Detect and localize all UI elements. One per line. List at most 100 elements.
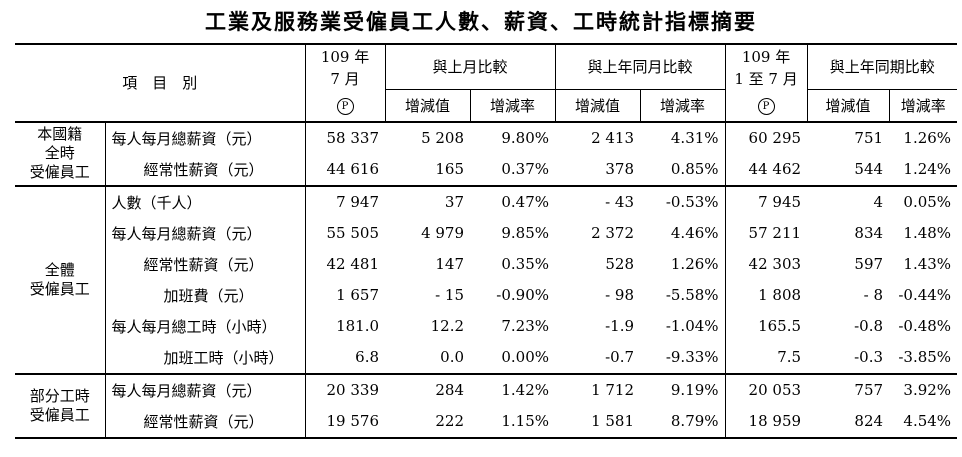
group-label-line: 受僱員工 xyxy=(29,163,90,181)
cell-cum-v: 597 xyxy=(854,255,884,273)
group-label-line: 本國籍 xyxy=(37,125,83,143)
cell-mom-r: 0.35% xyxy=(501,255,550,273)
cell-mom-r: -0.90% xyxy=(496,286,550,304)
cell-mom-v: 222 xyxy=(435,412,465,430)
cell-yoy-r: 1.26% xyxy=(670,255,719,273)
table-row: 全體 受僱員工 人數（千人） 7 947 37 0.47% - 43 -0.53% 7 945 4… xyxy=(15,185,957,298)
cell-cum: 7 945 xyxy=(724,185,808,218)
table-row: 部分工時 受僱員工 每人每月總薪資（元） 20 339 284 1.42% 1 712 9.1… xyxy=(15,373,957,424)
cell-cum-r: -3.85% xyxy=(898,348,952,366)
page-title: 工業及服務業受僱員工人數、薪資、工時統計指標摘要 xyxy=(205,9,757,34)
table-row: 每人每月總工時（小時） 181.0 12.2 7.23% -1.9 -1.04% 165.5… xyxy=(15,310,957,342)
cell-v: 6.8 xyxy=(304,341,386,374)
cell-mom-r: 9.80% xyxy=(501,129,550,147)
header-mom: 與上月比較 xyxy=(384,44,556,90)
cell-yoy-v: -1.9 xyxy=(605,317,635,335)
group-label-line: 全體 xyxy=(44,260,75,279)
cell-mom-v: 0.0 xyxy=(440,348,465,366)
cell-yoy-r: 8.79% xyxy=(670,412,719,430)
cell-cum: 44 462 xyxy=(724,153,808,186)
statistics-table: 項 目 別 109 年 與上月比較 與上年同月比較 109 年 與上年同期比較 … xyxy=(15,43,958,439)
header-yoy-value: 增減值 xyxy=(554,89,641,122)
cell-cum-v: -0.8 xyxy=(854,317,884,335)
row-item-label: 每人每月總薪資（元） xyxy=(104,121,306,154)
header-cum-rate: 增減率 xyxy=(888,89,958,122)
cell-cum: 165.5 xyxy=(724,310,808,342)
cell-mom-r: 1.15% xyxy=(501,412,550,430)
header-period2-line1: 109 年 xyxy=(724,44,808,67)
group-label-line: 全時 xyxy=(44,144,75,162)
table-row: 本國籍 全時 受僱員工 每人每月總薪資（元） 58 337 5 208 9.80% 2 413… xyxy=(15,121,957,181)
cell-cum-r: 4.54% xyxy=(903,412,952,430)
prelim-mark-1: P xyxy=(304,89,386,122)
cell-mom-r: 0.37% xyxy=(501,160,550,178)
cell-v: 1 657 xyxy=(304,279,386,311)
table-row: 每人每月總薪資（元） 55 505 4 979 9.85% 2 372 4.46% 57 2… xyxy=(15,217,957,249)
cell-mom-v: 37 xyxy=(444,193,465,211)
header-period2-line2: 1 至 7 月 xyxy=(724,67,808,89)
cell-cum-r: 1.43% xyxy=(903,255,952,273)
cell-cum: 57 211 xyxy=(724,217,808,249)
cell-cum-v: 544 xyxy=(854,160,884,178)
cell-cum: 1 808 xyxy=(724,279,808,311)
group-label-line: 受僱員工 xyxy=(29,279,90,298)
cell-v: 181.0 xyxy=(304,310,386,342)
cell-yoy-v: 378 xyxy=(605,160,635,178)
header-item-column: 項 目 別 xyxy=(122,74,198,93)
cell-yoy-r: 0.85% xyxy=(670,160,719,178)
cell-v: 55 505 xyxy=(304,217,386,249)
header-yoy: 與上年同月比較 xyxy=(554,44,726,90)
cell-cum-v: -0.3 xyxy=(854,348,884,366)
cell-mom-r: 7.23% xyxy=(501,317,550,335)
cell-cum: 7.5 xyxy=(724,341,808,374)
table-row: 經常性薪資（元） 19 576 222 1.15% 1 581 8.79% 18 959 82… xyxy=(15,405,958,438)
header-mom-rate: 增減率 xyxy=(469,89,556,122)
row-item-label: 加班費（元） xyxy=(104,279,306,311)
row-item-label: 經常性薪資（元） xyxy=(104,153,306,186)
header-period1-line2: 7 月 xyxy=(304,67,386,89)
table-row: 加班工時（小時） 6.8 0.0 0.00% -0.7 -9.33% 7.5 -0.3 -3.8… xyxy=(15,341,958,374)
row-item-label: 每人每月總工時（小時） xyxy=(104,310,306,342)
cell-cum: 20 053 xyxy=(724,373,808,406)
cell-cum-v: 751 xyxy=(854,129,884,147)
cell-cum-r: 1.24% xyxy=(903,160,952,178)
cell-mom-v: 147 xyxy=(435,255,465,273)
cell-mom-v: 4 979 xyxy=(421,224,465,242)
group-label: 部分工時 受僱員工 xyxy=(15,374,105,438)
cell-cum-r: 1.48% xyxy=(903,224,952,242)
row-item-label: 經常性薪資（元） xyxy=(104,405,306,438)
cell-mom-r: 0.47% xyxy=(501,193,550,211)
cell-mom-r: 1.42% xyxy=(501,381,550,399)
cell-yoy-v: 2 372 xyxy=(591,224,635,242)
cell-yoy-v: - 43 xyxy=(605,193,635,211)
cell-cum-r: 3.92% xyxy=(903,381,952,399)
cell-yoy-r: 4.46% xyxy=(670,224,719,242)
cell-v: 44 616 xyxy=(304,153,386,186)
cell-yoy-v: 2 413 xyxy=(591,129,635,147)
cell-yoy-v: 528 xyxy=(605,255,635,273)
cell-cum: 18 959 xyxy=(724,405,808,438)
cell-cum-r: -0.48% xyxy=(898,317,952,335)
cell-mom-r: 0.00% xyxy=(501,348,550,366)
header-cum-value: 增減值 xyxy=(806,89,890,122)
cell-yoy-v: - 98 xyxy=(605,286,635,304)
cell-v: 7 947 xyxy=(304,185,386,218)
cell-v: 20 339 xyxy=(304,373,386,406)
cell-yoy-r: -9.33% xyxy=(665,348,719,366)
cell-cum-v: 824 xyxy=(854,412,884,430)
cell-cum-v: 4 xyxy=(873,193,884,211)
cell-yoy-v: 1 712 xyxy=(591,381,635,399)
cell-cum-v: - 8 xyxy=(863,286,884,304)
cell-cum-v: 757 xyxy=(854,381,884,399)
cell-cum: 42 303 xyxy=(724,248,808,280)
header-yoy-rate: 增減率 xyxy=(639,89,726,122)
cell-mom-r: 9.85% xyxy=(501,224,550,242)
cell-yoy-v: 1 581 xyxy=(591,412,635,430)
cell-mom-v: - 15 xyxy=(435,286,465,304)
cell-mom-v: 284 xyxy=(435,381,465,399)
cell-cum-v: 834 xyxy=(854,224,884,242)
cell-v: 58 337 xyxy=(304,121,386,154)
cell-yoy-r: -0.53% xyxy=(665,193,719,211)
cell-yoy-r: 4.31% xyxy=(670,129,719,147)
table-row: 經常性薪資（元） 44 616 165 0.37% 378 0.85% 44 462 544 1… xyxy=(15,153,958,186)
